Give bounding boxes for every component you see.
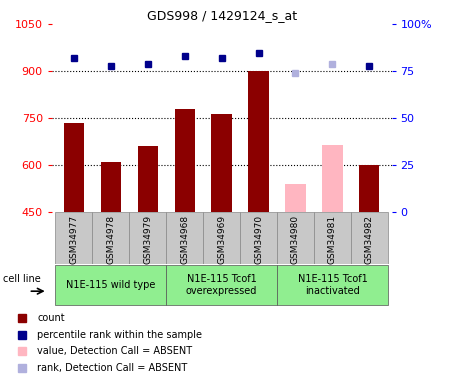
Text: N1E-115 Tcof1
overexpressed: N1E-115 Tcof1 overexpressed <box>186 274 257 296</box>
Text: value, Detection Call = ABSENT: value, Detection Call = ABSENT <box>37 346 192 356</box>
Bar <box>55 265 166 305</box>
Bar <box>277 212 314 264</box>
Bar <box>64 123 84 212</box>
Text: GSM34981: GSM34981 <box>328 214 337 264</box>
Text: GSM34982: GSM34982 <box>365 214 374 264</box>
Bar <box>166 265 277 305</box>
Bar <box>175 109 195 212</box>
Text: GSM34969: GSM34969 <box>217 214 226 264</box>
Text: GSM34970: GSM34970 <box>254 214 263 264</box>
Bar <box>203 212 240 264</box>
Text: count: count <box>37 313 65 323</box>
Bar <box>240 212 277 264</box>
Text: rank, Detection Call = ABSENT: rank, Detection Call = ABSENT <box>37 363 187 373</box>
Bar <box>322 145 342 212</box>
Text: percentile rank within the sample: percentile rank within the sample <box>37 330 202 340</box>
Bar <box>277 265 388 305</box>
Text: GSM34980: GSM34980 <box>291 214 300 264</box>
Text: N1E-115 Tcof1
inactivated: N1E-115 Tcof1 inactivated <box>297 274 367 296</box>
Bar <box>248 71 269 212</box>
Bar <box>55 212 92 264</box>
Bar <box>138 146 158 212</box>
Bar <box>129 212 166 264</box>
Title: GDS998 / 1429124_s_at: GDS998 / 1429124_s_at <box>147 9 297 22</box>
Bar <box>212 114 232 212</box>
Text: GSM34968: GSM34968 <box>180 214 189 264</box>
Text: GSM34978: GSM34978 <box>106 214 115 264</box>
Text: cell line: cell line <box>3 274 40 284</box>
Bar <box>314 212 351 264</box>
Bar <box>285 184 306 212</box>
Bar <box>351 212 388 264</box>
Text: N1E-115 wild type: N1E-115 wild type <box>66 280 156 290</box>
Bar <box>166 212 203 264</box>
Text: GSM34979: GSM34979 <box>143 214 152 264</box>
Text: GSM34977: GSM34977 <box>69 214 78 264</box>
Bar <box>359 165 379 212</box>
Bar <box>101 162 121 212</box>
Bar <box>92 212 129 264</box>
